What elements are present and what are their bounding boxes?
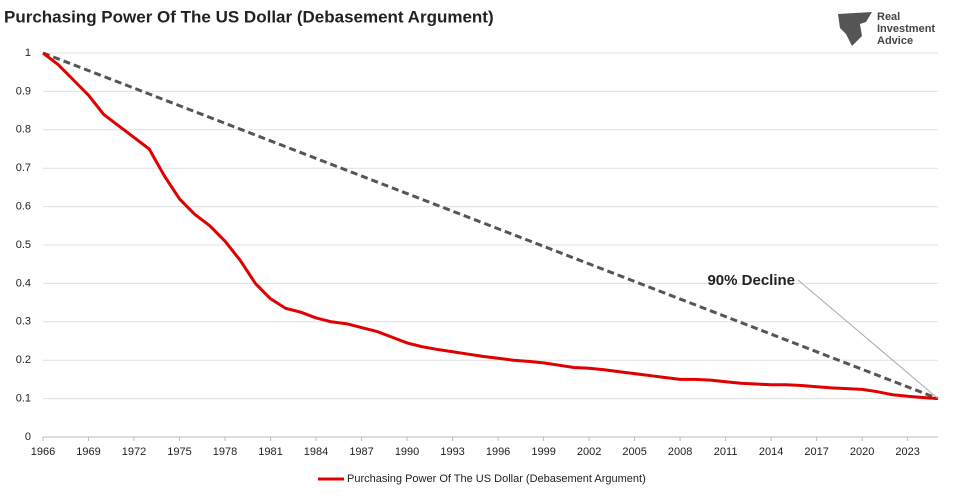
x-tick-label: 2011 bbox=[714, 446, 738, 458]
x-tick-label: 1975 bbox=[167, 446, 191, 458]
x-tick-label: 1999 bbox=[531, 446, 555, 458]
logo-text: Real bbox=[877, 11, 900, 23]
logo-text: Advice bbox=[877, 35, 913, 47]
x-tick-label: 1978 bbox=[213, 446, 237, 458]
chart-title: Purchasing Power Of The US Dollar (Debas… bbox=[4, 7, 494, 26]
x-tick-label: 1972 bbox=[122, 446, 146, 458]
x-tick-label: 1993 bbox=[440, 446, 464, 458]
x-tick-label: 2014 bbox=[759, 446, 783, 458]
x-tick-label: 1987 bbox=[349, 446, 373, 458]
x-tick-label: 2008 bbox=[668, 446, 692, 458]
x-tick-label: 1990 bbox=[395, 446, 419, 458]
legend-label: Purchasing Power Of The US Dollar (Debas… bbox=[347, 473, 646, 485]
logo: Real Investment Advice bbox=[838, 11, 935, 47]
x-tick-label: 1966 bbox=[31, 446, 55, 458]
y-tick-label: 0 bbox=[25, 431, 31, 443]
y-tick-label: 0.6 bbox=[16, 201, 31, 213]
x-tick-label: 1984 bbox=[304, 446, 328, 458]
y-tick-label: 0.4 bbox=[16, 277, 31, 289]
annotation-leader bbox=[797, 279, 939, 399]
x-tick-label: 2002 bbox=[577, 446, 601, 458]
series-line bbox=[42, 51, 939, 401]
x-tick-label: 2023 bbox=[895, 446, 919, 458]
y-tick-label: 1 bbox=[25, 47, 31, 59]
x-tick-label: 1969 bbox=[76, 446, 100, 458]
x-tick-label: 2020 bbox=[850, 446, 874, 458]
x-tick-label: 2005 bbox=[622, 446, 646, 458]
y-tick-label: 0.7 bbox=[16, 162, 31, 174]
y-tick-label: 0.5 bbox=[16, 239, 31, 251]
y-tick-label: 0.2 bbox=[16, 354, 31, 366]
y-tick-label: 0.3 bbox=[16, 316, 31, 328]
x-tick-label: 2017 bbox=[804, 446, 828, 458]
x-tick-label: 1981 bbox=[258, 446, 282, 458]
x-tick-label: 1996 bbox=[486, 446, 510, 458]
y-tick-label: 0.8 bbox=[16, 124, 31, 136]
trend-line bbox=[42, 51, 939, 400]
y-tick-label: 0.1 bbox=[16, 393, 31, 405]
logo-text: Investment bbox=[877, 23, 935, 35]
y-tick-label: 0.9 bbox=[16, 85, 31, 97]
annotation: 90% Decline bbox=[707, 272, 795, 289]
logo-icon bbox=[838, 12, 872, 46]
